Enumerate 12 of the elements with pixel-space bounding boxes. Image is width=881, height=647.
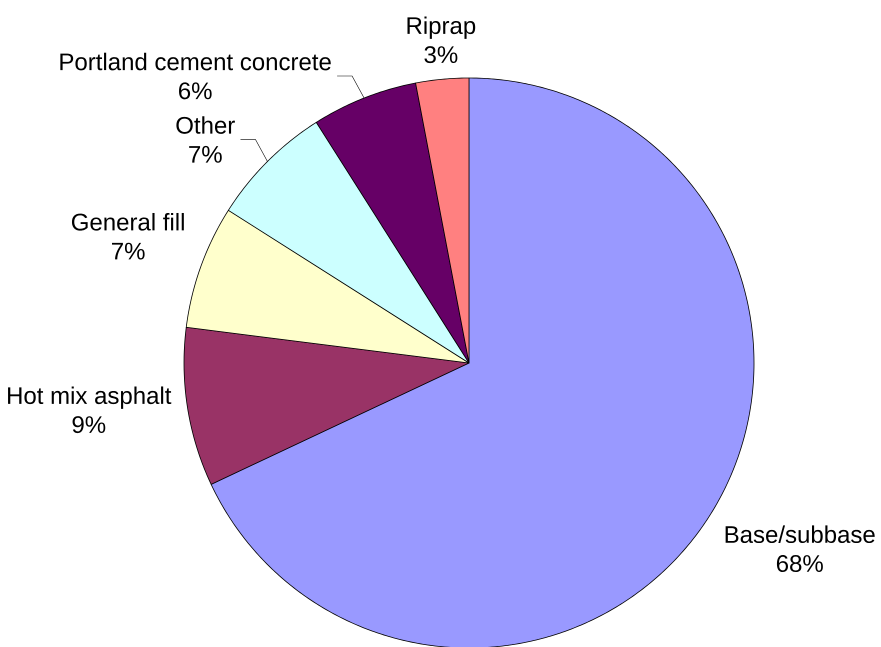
data-label: 9% [72,416,106,434]
data-label: 6% [179,82,212,100]
data-label: 7% [112,242,145,260]
slice-label: Base/subbase [726,525,875,544]
data-label: 3% [424,46,458,64]
slice-label: Riprap [407,16,476,39]
slice-label: Other [176,116,235,134]
slice-label: General fill [72,212,184,231]
slice-label: Hot mix asphalt [8,386,172,409]
slice-label: Portland cement concrete [60,52,331,70]
data-label: 7% [189,146,222,163]
data-label: 68% [776,555,823,572]
